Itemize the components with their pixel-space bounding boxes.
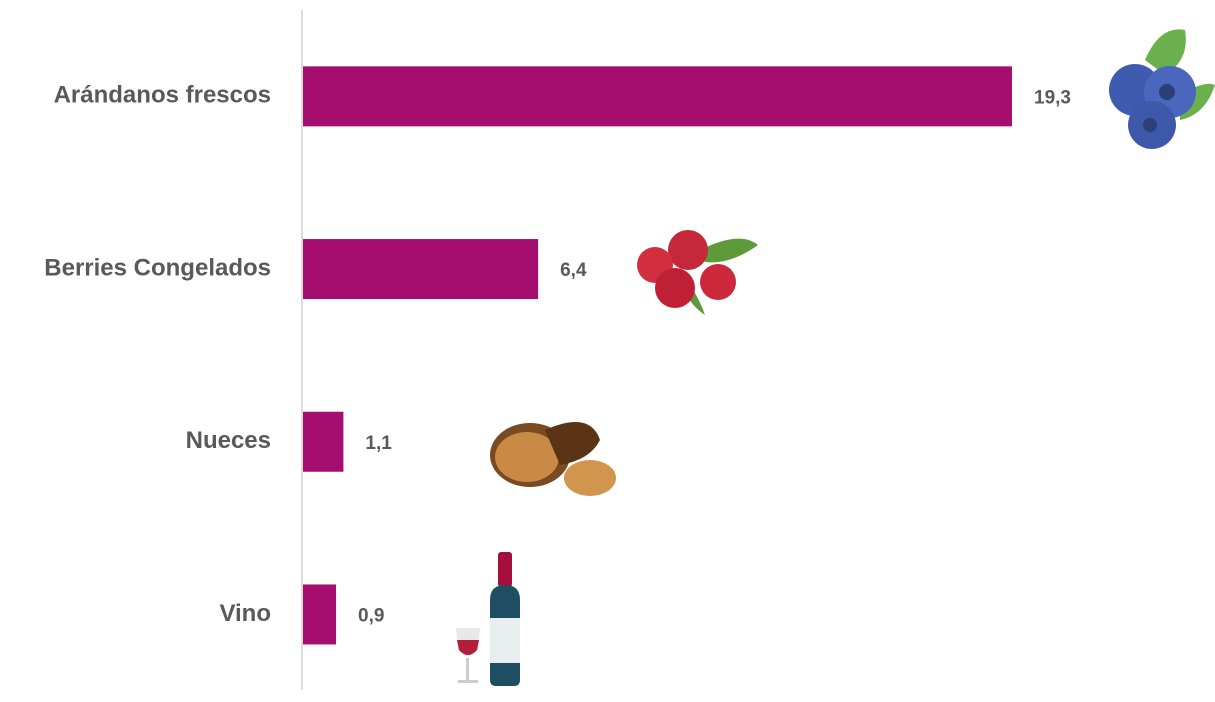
cranberry-icon — [637, 230, 758, 315]
value-label: 6,4 — [560, 260, 587, 281]
walnut-icon — [490, 422, 616, 496]
value-label: 1,1 — [365, 433, 392, 454]
category-label: Berries Congelados — [44, 254, 271, 281]
bar — [303, 239, 539, 300]
bar — [303, 584, 337, 645]
bar — [303, 66, 1012, 127]
category-label: Vino — [219, 600, 271, 627]
value-label: 19,3 — [1034, 87, 1071, 108]
value-label: 0,9 — [358, 605, 384, 626]
wine-icon — [456, 552, 520, 686]
category-label: Arándanos frescos — [54, 82, 271, 109]
category-label: Nueces — [186, 427, 271, 454]
bar — [303, 411, 344, 472]
blueberry-icon — [1109, 29, 1215, 149]
